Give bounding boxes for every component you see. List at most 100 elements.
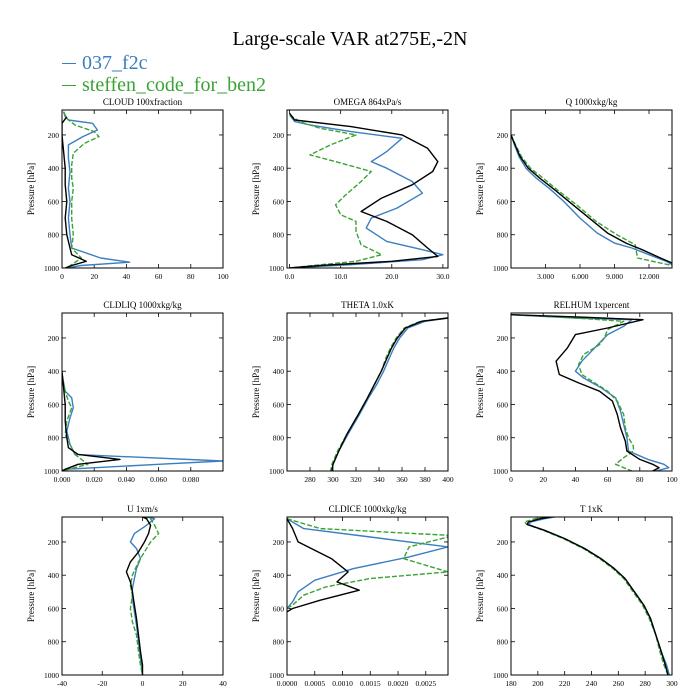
- x-tick-label: 360: [396, 475, 408, 484]
- y-tick-label: 800: [48, 638, 60, 647]
- plot-frame: [510, 312, 673, 472]
- panel-t: T 1xK Pressure [hPa] 180 200 220 240 260 280 300…: [475, 504, 678, 688]
- y-tick-label: 400: [497, 164, 509, 173]
- plot-frame: [61, 109, 224, 269]
- x-tick-label: 0.0015: [360, 679, 381, 688]
- y-tick-label: 400: [48, 164, 60, 173]
- x-tick-label: 180: [505, 679, 517, 688]
- series-line-black: [511, 314, 660, 471]
- y-tick-label: 200: [273, 131, 285, 140]
- series-line-black: [125, 517, 152, 675]
- series-line-black: [511, 134, 672, 264]
- series-line-037-f2c: [62, 374, 223, 471]
- x-tick-label: 80: [187, 272, 195, 281]
- y-axis-label: Pressure [hPa]: [251, 366, 261, 418]
- y-tick-label: 800: [273, 638, 285, 647]
- x-tick-label: 20: [539, 475, 547, 484]
- x-tick-label: 0.0020: [388, 679, 409, 688]
- y-axis-label: Pressure [hPa]: [26, 570, 36, 622]
- x-tick-label: 0.0005: [304, 679, 325, 688]
- y-tick-label: 800: [48, 231, 60, 240]
- series-line-steffen: [511, 134, 672, 267]
- series-group: [289, 112, 444, 268]
- y-tick-label: 600: [273, 197, 285, 206]
- series-line-black: [526, 517, 669, 675]
- y-axis-label: Pressure [hPa]: [475, 366, 485, 418]
- panel-title: T 1xK: [580, 504, 604, 514]
- y-tick-label: 400: [48, 571, 60, 580]
- legend: 037_f2c steffen_code_for_ben2: [62, 52, 266, 96]
- y-tick-label: 400: [497, 367, 509, 376]
- y-tick-label: 400: [273, 164, 285, 173]
- x-tick-label: 0.0025: [415, 679, 436, 688]
- x-tick-label: 9.000: [606, 272, 623, 281]
- panel-cloud: CLOUD 100xfraction Pressure [hPa] 0 20 40 60 8…: [26, 97, 229, 281]
- y-tick-label: 200: [273, 334, 285, 343]
- x-tick-label: -20: [97, 679, 107, 688]
- series-line-black: [289, 112, 439, 268]
- x-tick-label: 100: [217, 272, 229, 281]
- series-group: [62, 111, 131, 268]
- y-tick-label: 1000: [269, 671, 284, 680]
- y-tick-label: 1000: [44, 264, 59, 273]
- series-group: [511, 314, 670, 471]
- panel-title: CLDLIQ 1000xkg/kg: [103, 300, 182, 310]
- x-tick-label: 280: [304, 475, 316, 484]
- y-tick-label: 400: [273, 571, 285, 580]
- x-tick-label: 80: [636, 475, 644, 484]
- y-axis-label: Pressure [hPa]: [475, 163, 485, 215]
- x-tick-label: 20.0: [385, 272, 398, 281]
- panel-title: Q 1000xkg/kg: [566, 97, 618, 107]
- x-tick-label: 100: [666, 475, 678, 484]
- series-line-steffen: [330, 317, 448, 471]
- series-line-steffen: [62, 111, 100, 268]
- panel-relhum: RELHUM 1xpercent Pressure [hPa] 0 20 40 60 80 1…: [475, 300, 678, 484]
- y-tick-label: 800: [497, 638, 509, 647]
- y-tick-label: 600: [48, 400, 60, 409]
- x-tick-label: 10.0: [334, 272, 347, 281]
- y-tick-label: 800: [48, 434, 60, 443]
- legend-line-037-f2c: [62, 62, 76, 64]
- y-axis-label: Pressure [hPa]: [251, 570, 261, 622]
- y-tick-label: 400: [48, 367, 60, 376]
- series-group: [287, 518, 448, 613]
- series-line-steffen: [62, 374, 89, 471]
- x-tick-label: 200: [532, 679, 544, 688]
- x-tick-label: 280: [640, 679, 652, 688]
- series-line-steffen: [287, 518, 448, 610]
- y-tick-label: 200: [48, 334, 60, 343]
- x-tick-label: -40: [57, 679, 67, 688]
- x-tick-label: 340: [373, 475, 385, 484]
- y-tick-label: 1000: [44, 467, 59, 476]
- y-tick-label: 1000: [269, 264, 284, 273]
- panel-theta: THETA 1.0xK Pressure [hPa] 280 300 320 340 360…: [251, 300, 454, 484]
- panel-title: CLOUD 100xfraction: [103, 97, 183, 107]
- x-tick-label: 60: [155, 272, 163, 281]
- plot-frame: [286, 109, 449, 269]
- y-tick-label: 1000: [269, 467, 284, 476]
- x-tick-label: 240: [586, 679, 598, 688]
- x-tick-label: 380: [419, 475, 431, 484]
- panel-q: Q 1000xkg/kg Pressure [hPa] 3.000 6.000 9.00…: [475, 97, 673, 281]
- x-tick-label: 0: [141, 679, 145, 688]
- x-tick-label: 0.040: [118, 475, 135, 484]
- series-group: [511, 134, 672, 267]
- series-line-steffen: [523, 517, 669, 675]
- x-tick-label: 60: [604, 475, 612, 484]
- page-title: Large-scale VAR at275E,-2N: [232, 28, 468, 50]
- x-tick-label: 30.0: [436, 272, 449, 281]
- series-line-steffen: [511, 314, 635, 471]
- legend-item-037-f2c: 037_f2c: [62, 52, 266, 74]
- legend-label-steffen: steffen_code_for_ben2: [82, 73, 267, 96]
- plot-frame: [286, 516, 449, 676]
- y-tick-label: 1000: [493, 264, 508, 273]
- x-tick-label: 260: [613, 679, 625, 688]
- y-tick-label: 600: [497, 604, 509, 613]
- series-line-037-f2c: [511, 134, 672, 266]
- y-tick-label: 600: [48, 197, 60, 206]
- x-tick-label: 0: [509, 475, 513, 484]
- series-line-steffen: [289, 114, 383, 268]
- x-tick-label: 0.0: [285, 272, 295, 281]
- y-axis-label: Pressure [hPa]: [26, 163, 36, 215]
